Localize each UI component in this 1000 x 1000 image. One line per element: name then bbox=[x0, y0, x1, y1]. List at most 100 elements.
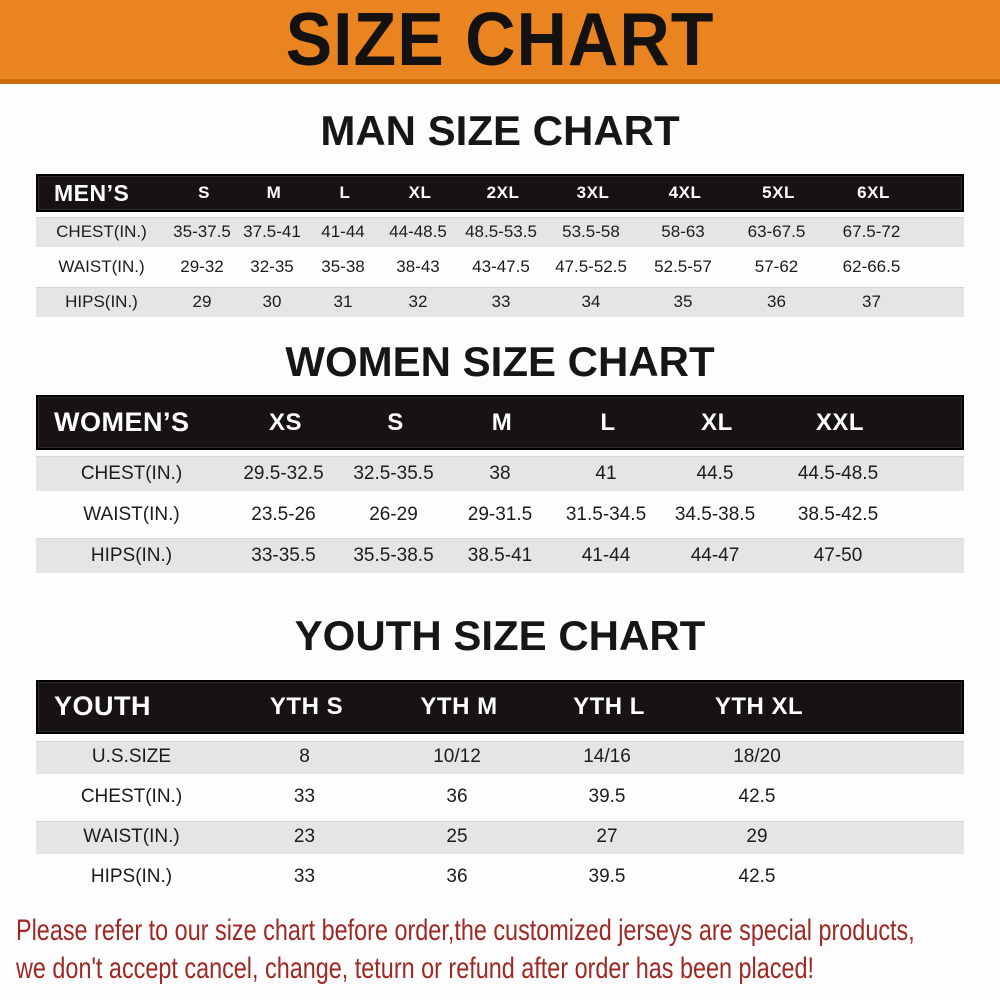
table-cell: 35-38 bbox=[321, 257, 365, 277]
table-cell: 67.5-72 bbox=[842, 222, 901, 242]
table-cell: 38.5-42.5 bbox=[797, 503, 879, 525]
table-cell: 42.5 bbox=[738, 866, 776, 888]
table-cell: 58-63 bbox=[661, 222, 705, 242]
table-cell: 47-50 bbox=[813, 544, 863, 566]
mens-size-table: MEN’S S M L XL 2XL 3XL 4XL 5XL 6XL CHEST… bbox=[36, 174, 964, 318]
column-header-yth-m: YTH M bbox=[420, 692, 498, 720]
mens-table-header-row: MEN’S S M L XL 2XL 3XL 4XL 5XL 6XL bbox=[36, 174, 964, 213]
table-cell: 29.5-32.5 bbox=[243, 462, 324, 484]
column-header-l: L bbox=[339, 183, 351, 203]
table-row-waist: WAIST(IN.) 29-32 32-35 35-38 38-43 43-47… bbox=[36, 252, 964, 282]
table-row-waist: WAIST(IN.) 23 25 27 29 bbox=[36, 820, 964, 854]
column-header-yth-l: YTH L bbox=[573, 692, 645, 720]
table-cell: 8 bbox=[299, 746, 310, 768]
table-cell: 35-37.5 bbox=[173, 222, 231, 242]
table-cell: 34 bbox=[581, 292, 601, 312]
table-cell: 36 bbox=[446, 866, 468, 888]
row-label: U.S.SIZE bbox=[91, 746, 172, 768]
table-row-us-size: U.S.SIZE 8 10/12 14/16 18/20 bbox=[36, 740, 964, 774]
table-row-chest: CHEST(IN.) 29.5-32.5 32.5-35.5 38 41 44.… bbox=[36, 456, 964, 492]
size-chart-banner: SIZE CHART bbox=[0, 0, 1000, 84]
row-label: WAIST(IN.) bbox=[58, 257, 145, 277]
table-row-hips: HIPS(IN.) 29 30 31 32 33 34 35 36 37 bbox=[36, 287, 964, 318]
table-cell: 18/20 bbox=[733, 746, 781, 768]
banner-title: SIZE CHART bbox=[285, 0, 715, 82]
table-cell: 48.5-53.5 bbox=[465, 222, 537, 242]
row-label: CHEST(IN.) bbox=[80, 786, 183, 808]
column-header-s: S bbox=[198, 183, 210, 203]
table-cell: 33-35.5 bbox=[251, 544, 316, 566]
row-label: WAIST(IN.) bbox=[83, 503, 180, 525]
table-cell: 39.5 bbox=[588, 786, 626, 808]
table-cell: 44.5 bbox=[696, 462, 734, 484]
column-header-m: M bbox=[266, 183, 282, 203]
women-section-title: WOMEN SIZE CHART bbox=[285, 338, 715, 386]
table-row-hips: HIPS(IN.) 33 36 39.5 42.5 bbox=[36, 861, 964, 894]
table-cell: 23 bbox=[293, 826, 316, 848]
table-cell: 41 bbox=[595, 462, 617, 484]
column-header-xs: XS bbox=[268, 408, 302, 436]
table-cell: 14/16 bbox=[583, 746, 631, 768]
column-header-2xl: 2XL bbox=[486, 183, 520, 203]
table-cell: 31 bbox=[333, 292, 353, 312]
table-cell: 53.5-58 bbox=[562, 222, 620, 242]
table-cell: 29 bbox=[192, 292, 212, 312]
column-header-s: S bbox=[387, 408, 404, 436]
womens-table-header-row: WOMEN’S XS S M L XL XXL bbox=[36, 395, 964, 451]
table-cell: 33 bbox=[491, 292, 511, 312]
womens-size-table: WOMEN’S XS S M L XL XXL CHEST(IN.) 29.5-… bbox=[36, 395, 964, 574]
column-header-yth-xl: YTH XL bbox=[714, 692, 804, 720]
table-cell: 62-66.5 bbox=[842, 257, 901, 277]
table-cell: 47.5-52.5 bbox=[555, 257, 627, 277]
disclaimer-line-1: Please refer to our size chart before or… bbox=[16, 913, 915, 947]
column-header-l: L bbox=[600, 408, 616, 436]
table-cell: 38 bbox=[489, 462, 511, 484]
table-cell: 27 bbox=[596, 826, 618, 848]
youth-size-table: YOUTH YTH S YTH M YTH L YTH XL U.S.SIZE … bbox=[36, 679, 964, 894]
table-cell: 42.5 bbox=[738, 786, 776, 808]
table-cell: 32.5-35.5 bbox=[353, 462, 434, 484]
table-cell: 63-67.5 bbox=[747, 222, 806, 242]
table-cell: 44-47 bbox=[690, 544, 740, 566]
table-cell: 10/12 bbox=[433, 746, 481, 768]
column-header-4xl: 4XL bbox=[668, 183, 702, 203]
row-label: WAIST(IN.) bbox=[83, 826, 180, 848]
row-label: CHEST(IN.) bbox=[56, 222, 147, 242]
table-cell: 34.5-38.5 bbox=[674, 503, 756, 525]
table-row-hips: HIPS(IN.) 33-35.5 35.5-38.5 38.5-41 41-4… bbox=[36, 538, 964, 574]
table-cell: 33 bbox=[293, 786, 316, 808]
table-cell: 36 bbox=[446, 786, 468, 808]
man-section-title: MAN SIZE CHART bbox=[320, 107, 680, 154]
table-cell: 31.5-34.5 bbox=[565, 503, 647, 525]
youth-table-header-row: YOUTH YTH S YTH M YTH L YTH XL bbox=[36, 679, 964, 734]
disclaimer-line-2: we don't accept cancel, change, teturn o… bbox=[16, 951, 814, 985]
table-cell: 29 bbox=[746, 826, 768, 848]
table-row-waist: WAIST(IN.) 23.5-26 26-29 29-31.5 31.5-34… bbox=[36, 497, 964, 532]
column-header-5xl: 5XL bbox=[762, 183, 795, 203]
row-label: HIPS(IN.) bbox=[90, 544, 173, 566]
table-cell: 38.5-41 bbox=[467, 544, 533, 566]
table-cell: 43-47.5 bbox=[472, 257, 530, 277]
table-cell: 52.5-57 bbox=[654, 257, 712, 277]
table-row-chest: CHEST(IN.) 35-37.5 37.5-41 41-44 44-48.5… bbox=[36, 217, 964, 248]
table-cell: 26-29 bbox=[369, 503, 418, 525]
table-row-chest: CHEST(IN.) 33 36 39.5 42.5 bbox=[36, 781, 964, 814]
column-header-yth-s: YTH S bbox=[269, 692, 344, 720]
youth-section-title: YOUTH SIZE CHART bbox=[294, 612, 706, 660]
table-cell: 29-32 bbox=[180, 257, 224, 277]
table-cell: 35.5-38.5 bbox=[353, 544, 434, 566]
disclaimer: Please refer to our size chart before or… bbox=[0, 912, 1000, 988]
mens-header-label: MEN’S bbox=[54, 179, 130, 206]
table-cell: 29-31.5 bbox=[467, 503, 533, 525]
table-cell: 57-62 bbox=[754, 257, 799, 277]
table-cell: 35 bbox=[673, 292, 693, 312]
column-header-xl: XL bbox=[701, 408, 733, 436]
table-cell: 25 bbox=[446, 826, 468, 848]
table-cell: 37 bbox=[862, 292, 881, 312]
table-cell: 36 bbox=[767, 292, 786, 312]
row-label: HIPS(IN.) bbox=[90, 866, 173, 888]
womens-header-label: WOMEN’S bbox=[54, 407, 190, 438]
table-cell: 32-35 bbox=[250, 257, 294, 277]
table-cell: 39.5 bbox=[588, 866, 626, 888]
row-label: HIPS(IN.) bbox=[65, 292, 138, 312]
